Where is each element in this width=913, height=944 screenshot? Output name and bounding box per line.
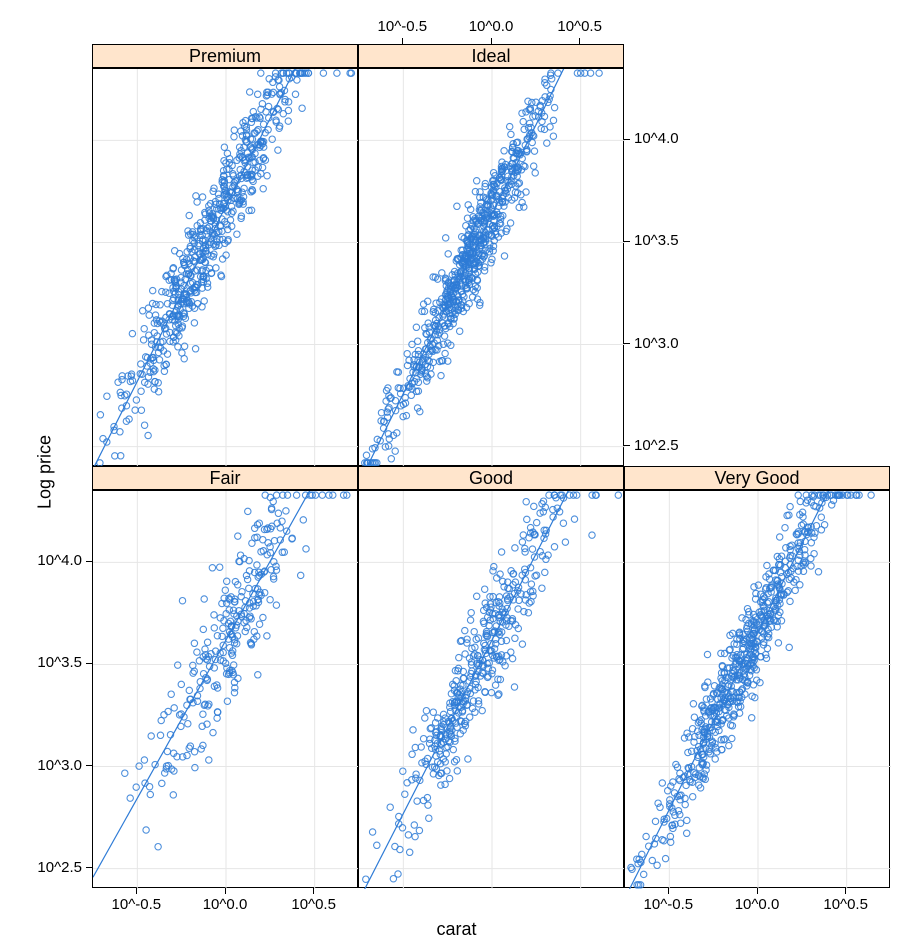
y-tick-mark xyxy=(624,241,630,242)
facet-panel xyxy=(624,490,890,888)
y-tick-label: 10^3.5 xyxy=(634,232,679,249)
x-tick-label: 10^-0.5 xyxy=(112,896,162,913)
y-tick-label: 10^4.0 xyxy=(37,552,82,569)
scatter-points xyxy=(362,70,603,466)
y-tick-label: 10^3.0 xyxy=(634,335,679,352)
x-tick-label: 10^-0.5 xyxy=(378,18,428,35)
x-tick-mark xyxy=(225,888,226,894)
x-tick-mark xyxy=(491,38,492,44)
y-tick-mark xyxy=(624,343,630,344)
y-tick-mark xyxy=(86,867,92,868)
facet-strip-label: Premium xyxy=(189,46,261,66)
panel-svg xyxy=(625,491,891,889)
x-tick-label: 10^0.0 xyxy=(203,896,248,913)
scatter-points xyxy=(628,492,875,888)
x-tick-mark xyxy=(668,888,669,894)
panel-svg xyxy=(359,491,625,889)
scatter-points xyxy=(122,492,350,850)
facet-panel xyxy=(358,490,624,888)
y-tick-label: 10^2.5 xyxy=(634,437,679,454)
panel-svg xyxy=(359,69,625,467)
x-tick-label: 10^0.5 xyxy=(557,18,602,35)
x-tick-label: 10^0.5 xyxy=(823,896,868,913)
facet-strip-label: Fair xyxy=(210,468,241,488)
y-tick-label: 10^3.0 xyxy=(37,757,82,774)
x-tick-label: 10^0.5 xyxy=(291,896,336,913)
facet-scatter-chart: Log price carat Premium Ideal Fair Good Very… xyxy=(0,0,913,944)
y-tick-label: 10^2.5 xyxy=(37,859,82,876)
facet-panel xyxy=(92,490,358,888)
y-tick-mark xyxy=(624,445,630,446)
x-tick-mark xyxy=(136,888,137,894)
facet-strip: Ideal xyxy=(358,44,624,68)
facet-strip: Good xyxy=(358,466,624,490)
facet-strip-label: Good xyxy=(469,468,513,488)
x-tick-mark xyxy=(402,38,403,44)
x-axis-label: carat xyxy=(436,919,476,940)
facet-strip: Very Good xyxy=(624,466,890,490)
y-tick-label: 10^4.0 xyxy=(634,130,679,147)
y-tick-mark xyxy=(86,765,92,766)
x-tick-mark xyxy=(757,888,758,894)
facet-panel xyxy=(358,68,624,466)
facet-strip-label: Very Good xyxy=(714,468,799,488)
y-axis-label: Log price xyxy=(35,435,56,509)
facet-strip: Fair xyxy=(92,466,358,490)
x-tick-label: 10^0.0 xyxy=(469,18,514,35)
x-tick-label: 10^0.0 xyxy=(735,896,780,913)
y-tick-mark xyxy=(86,561,92,562)
panel-svg xyxy=(93,69,359,467)
y-tick-mark xyxy=(624,139,630,140)
facet-panel xyxy=(92,68,358,466)
y-tick-mark xyxy=(86,663,92,664)
facet-strip-label: Ideal xyxy=(471,46,510,66)
x-tick-label: 10^-0.5 xyxy=(644,896,694,913)
panel-svg xyxy=(93,491,359,889)
y-tick-label: 10^3.5 xyxy=(37,654,82,671)
x-tick-mark xyxy=(845,888,846,894)
facet-strip: Premium xyxy=(92,44,358,68)
x-tick-mark xyxy=(579,38,580,44)
x-tick-mark xyxy=(313,888,314,894)
